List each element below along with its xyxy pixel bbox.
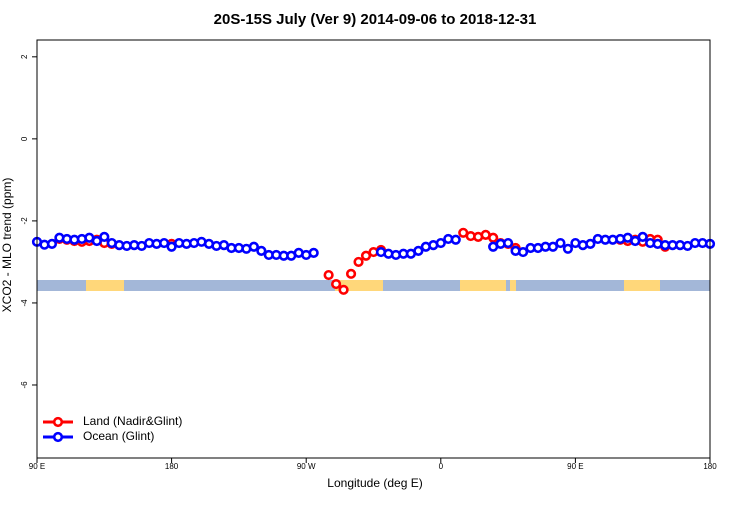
point <box>503 237 514 249</box>
point <box>450 234 461 245</box>
point <box>547 241 559 252</box>
point <box>46 238 58 249</box>
point <box>99 231 110 242</box>
point <box>555 237 566 249</box>
legend-marker <box>52 416 64 428</box>
point <box>323 269 334 281</box>
y-tick-label: -6 <box>20 381 29 389</box>
point <box>159 237 170 249</box>
legend-label: Land (Nadir&Glint) <box>83 414 182 428</box>
point <box>256 245 267 256</box>
point <box>360 250 372 261</box>
point <box>637 231 648 242</box>
point <box>248 241 259 252</box>
point <box>435 237 446 249</box>
x-tick-label: 0 <box>439 462 444 471</box>
point <box>166 241 177 252</box>
point <box>585 238 596 249</box>
x-tick-label: 180 <box>165 462 179 471</box>
point <box>413 245 424 256</box>
point <box>91 235 102 247</box>
y-tick-label: -4 <box>20 299 29 307</box>
point <box>630 235 641 247</box>
y-tick-label: -2 <box>20 217 29 225</box>
point <box>517 246 529 258</box>
x-tick-label: 90 E <box>567 462 583 471</box>
x-tick-label: 180 <box>703 462 717 471</box>
legend-label: Ocean (Glint) <box>83 429 154 443</box>
point <box>308 247 319 258</box>
mask-band <box>37 280 710 291</box>
y-tick-label: 0 <box>20 136 29 141</box>
legend-marker <box>52 431 64 443</box>
y-axis-label: XCO2 - MLO trend (ppm) <box>0 178 14 313</box>
x-tick-label: 90 E <box>29 462 45 471</box>
y-tick-label: 2 <box>20 54 29 59</box>
point <box>338 284 349 295</box>
point <box>345 268 357 279</box>
point <box>488 232 499 243</box>
point <box>562 243 574 254</box>
point <box>353 256 364 268</box>
chart-title: 20S-15S July (Ver 9) 2014-09-06 to 2018-… <box>214 11 537 28</box>
x-axis-label: Longitude (deg E) <box>327 476 422 490</box>
x-tick-label: 90 W <box>297 462 316 471</box>
plot-frame <box>36 39 711 459</box>
point <box>331 278 342 290</box>
